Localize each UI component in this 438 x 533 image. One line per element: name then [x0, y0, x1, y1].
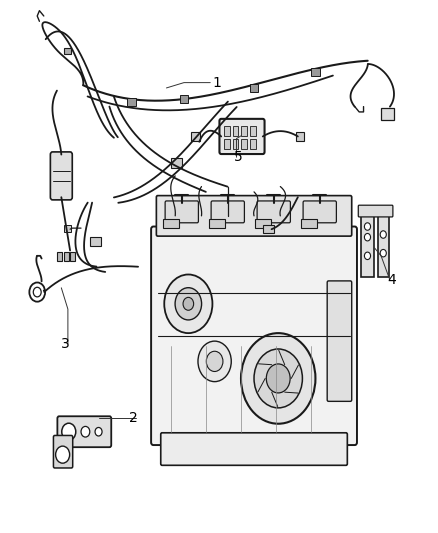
Bar [224, 139, 230, 149]
Circle shape [266, 364, 290, 393]
FancyBboxPatch shape [303, 201, 336, 223]
Bar [163, 219, 179, 228]
FancyBboxPatch shape [156, 196, 352, 236]
Text: 3: 3 [60, 337, 69, 351]
Bar [180, 95, 188, 103]
FancyBboxPatch shape [53, 435, 73, 468]
Circle shape [164, 274, 212, 333]
Bar [250, 126, 256, 136]
FancyBboxPatch shape [211, 201, 244, 223]
Text: 4: 4 [388, 273, 396, 287]
Circle shape [364, 252, 371, 260]
Bar [378, 216, 389, 277]
Bar [209, 219, 225, 228]
Text: 1: 1 [212, 76, 221, 90]
Bar [301, 219, 317, 228]
Bar [171, 158, 182, 168]
Bar [250, 84, 258, 92]
Bar [233, 126, 238, 136]
Circle shape [81, 426, 90, 437]
FancyBboxPatch shape [358, 205, 393, 217]
Circle shape [206, 351, 223, 372]
FancyBboxPatch shape [57, 416, 111, 447]
Bar [381, 108, 394, 120]
FancyBboxPatch shape [165, 201, 198, 223]
Bar [250, 139, 256, 149]
Circle shape [254, 349, 302, 408]
Bar [70, 252, 75, 261]
Bar [241, 126, 247, 136]
Text: 2: 2 [129, 411, 138, 425]
Bar [191, 132, 200, 141]
FancyBboxPatch shape [50, 152, 72, 200]
Text: 5: 5 [234, 150, 243, 164]
Bar [57, 252, 62, 261]
Bar [241, 139, 247, 149]
Bar [64, 252, 69, 261]
Circle shape [175, 288, 201, 320]
Circle shape [56, 446, 70, 463]
Circle shape [29, 282, 45, 302]
Bar [361, 216, 374, 277]
Bar [64, 225, 71, 232]
Circle shape [364, 223, 371, 230]
Bar [311, 68, 320, 76]
Bar [224, 126, 230, 136]
Bar [233, 139, 238, 149]
Bar [296, 132, 304, 141]
FancyBboxPatch shape [219, 119, 265, 154]
Circle shape [33, 287, 41, 297]
Circle shape [198, 341, 231, 382]
FancyBboxPatch shape [151, 227, 357, 445]
FancyBboxPatch shape [257, 201, 290, 223]
Bar [90, 237, 101, 246]
Bar [263, 225, 274, 233]
Circle shape [183, 297, 194, 310]
FancyBboxPatch shape [161, 433, 347, 465]
Circle shape [380, 231, 386, 238]
FancyBboxPatch shape [327, 281, 352, 401]
Circle shape [380, 249, 386, 257]
Bar [127, 98, 136, 106]
Circle shape [62, 423, 76, 440]
Circle shape [95, 427, 102, 436]
Bar [255, 219, 271, 228]
Bar [64, 48, 71, 54]
Circle shape [241, 333, 315, 424]
Circle shape [364, 233, 371, 241]
